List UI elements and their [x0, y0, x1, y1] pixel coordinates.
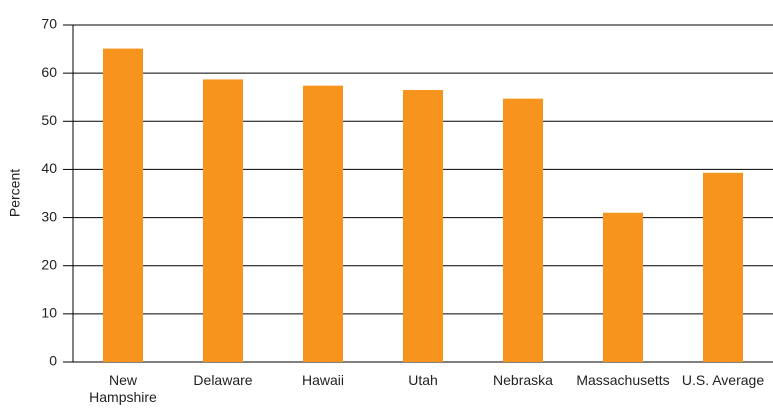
y-tick-label: 40 — [41, 160, 57, 176]
x-tick-label: U.S. Average — [681, 372, 765, 388]
x-tick-label-box: Hawaii — [280, 372, 366, 389]
x-tick-label-box: Delaware — [180, 372, 266, 389]
bar — [703, 172, 743, 362]
bar — [603, 212, 643, 362]
y-tick-label: 70 — [41, 16, 57, 32]
y-tick-label: 30 — [41, 208, 57, 224]
bar — [103, 48, 143, 363]
x-tick-label-box: New Hampshire — [80, 372, 166, 406]
y-tick-label: 50 — [41, 112, 57, 128]
y-tick-label: 10 — [41, 305, 57, 321]
x-tick-label: Hawaii — [301, 372, 344, 388]
bar — [203, 79, 243, 362]
x-tick-label-box: Utah — [380, 372, 466, 389]
bar — [303, 85, 343, 362]
x-tick-label: Utah — [408, 372, 438, 388]
x-tick-label: Nebraska — [493, 372, 553, 388]
x-tick-label: Delaware — [193, 372, 253, 388]
x-tick-label-box: Nebraska — [480, 372, 566, 389]
y-axis-label: Percent — [7, 169, 23, 217]
bar — [503, 98, 543, 362]
x-tick-label: New Hampshire — [89, 372, 157, 405]
x-tick-label: Massachusetts — [576, 372, 670, 388]
y-tick-label: 0 — [49, 353, 57, 369]
bar — [403, 89, 443, 362]
x-tick-label-box: Massachusetts — [576, 372, 669, 389]
y-tick-label: 20 — [41, 256, 57, 272]
y-tick-label: 60 — [41, 64, 57, 80]
x-tick-label-box: U.S. Average — [680, 372, 766, 389]
